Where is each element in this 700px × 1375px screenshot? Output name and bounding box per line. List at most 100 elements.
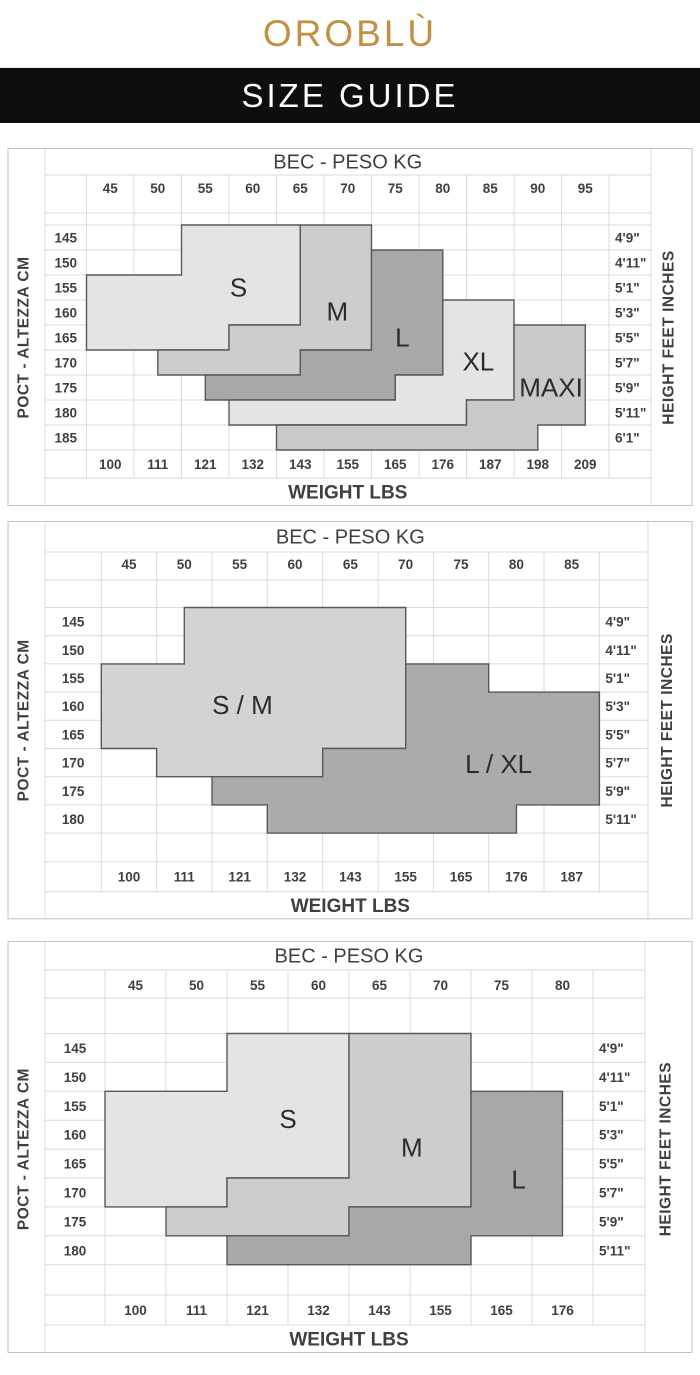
feet-tick: 4'9" — [599, 1041, 624, 1056]
cm-tick: 185 — [54, 431, 77, 446]
cm-tick: 175 — [64, 1214, 87, 1229]
table-outer-border — [7, 148, 693, 506]
lbs-tick: 132 — [284, 870, 307, 885]
lbs-tick: 143 — [368, 1303, 391, 1318]
cm-tick: 160 — [62, 699, 85, 714]
lbs-tick: 165 — [450, 870, 473, 885]
size-guide-banner: SIZE GUIDE — [0, 67, 700, 123]
feet-tick: 5'11" — [615, 406, 646, 421]
kg-tick: 70 — [433, 978, 448, 993]
feet-tick: 5'7" — [615, 356, 640, 371]
lbs-tick: 155 — [429, 1303, 452, 1318]
lbs-tick: 121 — [194, 457, 217, 472]
feet-tick: 5'9" — [605, 784, 630, 799]
feet-tick: 5'7" — [599, 1185, 624, 1200]
kg-tick: 60 — [287, 557, 302, 572]
cm-tick: 165 — [64, 1157, 87, 1172]
feet-tick: 5'11" — [599, 1243, 630, 1258]
feet-tick: 5'1" — [615, 281, 640, 296]
cm-tick: 155 — [64, 1099, 87, 1114]
kg-tick: 45 — [103, 181, 119, 196]
lbs-tick: 187 — [560, 870, 583, 885]
lbs-axis-title: WEIGHT LBS — [288, 483, 407, 504]
cm-tick: 165 — [62, 727, 85, 742]
feet-tick: 5'5" — [605, 727, 630, 742]
kg-tick: 75 — [388, 181, 404, 196]
cm-tick: 170 — [62, 756, 85, 771]
lbs-tick: 132 — [307, 1303, 330, 1318]
feet-tick: 5'9" — [599, 1214, 624, 1229]
brand-header: OROBLÙ — [0, 0, 700, 67]
lbs-axis-title: WEIGHT LBS — [291, 896, 410, 917]
feet-tick: 4'9" — [615, 231, 640, 246]
kg-tick: 80 — [555, 978, 570, 993]
lbs-tick: 165 — [384, 457, 407, 472]
cm-tick: 150 — [64, 1070, 87, 1085]
size-chart-s-m-l: S M L BEC - PESO KG WEIGHT LBS 45 50 55 60 65 70 75… — [7, 941, 693, 1353]
lbs-tick: 100 — [118, 870, 141, 885]
size-region-label-xl: XL — [462, 346, 494, 376]
cm-tick: 145 — [64, 1041, 87, 1056]
lbs-tick: 176 — [505, 870, 528, 885]
kg-tick: 65 — [372, 978, 388, 993]
cm-axis-title: POCT - ALTEZZA CM — [16, 256, 33, 418]
lbs-tick: 143 — [339, 870, 362, 885]
feet-tick: 4'9" — [605, 615, 630, 630]
cm-tick: 160 — [64, 1128, 87, 1143]
cm-axis-title: POCT - ALTEZZA CM — [16, 1068, 33, 1230]
kg-tick: 55 — [250, 978, 266, 993]
cm-tick: 180 — [64, 1243, 87, 1258]
size-region-label-maxi: MAXI — [519, 373, 583, 403]
cm-tick: 165 — [54, 331, 77, 346]
table-outer-border — [7, 521, 693, 920]
kg-axis-title: BEC - PESO KG — [273, 152, 422, 174]
cm-tick: 160 — [54, 306, 77, 321]
kg-tick: 65 — [343, 557, 359, 572]
lbs-tick: 187 — [479, 457, 502, 472]
table-outer-border — [7, 941, 693, 1353]
feet-tick: 4'11" — [599, 1070, 630, 1085]
lbs-tick: 165 — [490, 1303, 513, 1318]
size-region-label-s: S — [279, 1104, 296, 1134]
size-region-maxi — [275, 324, 586, 451]
lbs-tick: 132 — [241, 457, 264, 472]
feet-axis-title: HEIGHT FEET INCHES — [659, 633, 676, 807]
size-region-label-sm: S / M — [212, 690, 273, 720]
kg-tick: 80 — [509, 557, 524, 572]
size-chart-s-to-maxi: S M L XL MAXI BEC - PESO KG WEIGHT LBS 45 50 55 60… — [7, 148, 693, 506]
size-region-label-m: M — [401, 1133, 423, 1163]
kg-axis-title: BEC - PESO KG — [276, 527, 425, 549]
size-guide-title: SIZE GUIDE — [241, 77, 459, 114]
feet-tick: 5'9" — [615, 381, 640, 396]
lbs-tick: 111 — [147, 457, 169, 472]
lbs-axis-title: WEIGHT LBS — [289, 1330, 408, 1351]
feet-axis-title: HEIGHT FEET INCHES — [658, 1062, 675, 1236]
size-regions: S M L — [104, 1032, 564, 1266]
kg-tick: 50 — [189, 978, 204, 993]
cm-tick: 145 — [62, 615, 85, 630]
lbs-tick: 176 — [551, 1303, 574, 1318]
lbs-tick: 100 — [124, 1303, 147, 1318]
kg-axis-title: BEC - PESO KG — [275, 946, 424, 968]
kg-tick: 60 — [245, 181, 260, 196]
kg-tick: 95 — [578, 181, 594, 196]
kg-tick: 45 — [121, 557, 137, 572]
size-chart-sm-lxl: S / M L / XL BEC - PESO KG WEIGHT LBS 45 50 55… — [7, 521, 693, 920]
kg-tick: 75 — [453, 557, 469, 572]
kg-tick: 85 — [564, 557, 580, 572]
kg-tick: 80 — [435, 181, 450, 196]
feet-tick: 5'3" — [605, 699, 630, 714]
lbs-tick: 111 — [174, 870, 196, 885]
lbs-tick: 100 — [99, 457, 122, 472]
kg-tick: 50 — [177, 557, 192, 572]
kg-tick: 45 — [128, 978, 144, 993]
size-region-label-m: M — [326, 296, 348, 326]
cm-axis-title: POCT - ALTEZZA CM — [16, 639, 33, 801]
size-regions: S / M L / XL — [100, 606, 601, 834]
feet-tick: 4'11" — [605, 643, 636, 658]
kg-tick: 50 — [150, 181, 165, 196]
lbs-tick: 155 — [336, 457, 359, 472]
feet-tick: 4'11" — [615, 256, 646, 271]
kg-tick: 70 — [340, 181, 355, 196]
kg-tick: 55 — [232, 557, 248, 572]
